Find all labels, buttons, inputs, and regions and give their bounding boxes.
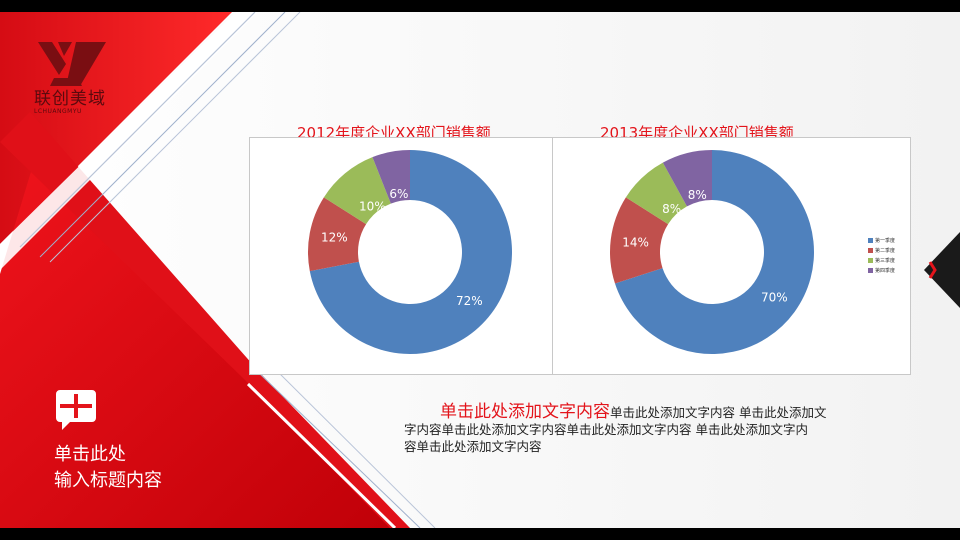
left-red-background	[0, 12, 436, 528]
donut-label-q3: 8%	[662, 202, 681, 216]
chevron-right-icon	[928, 261, 937, 279]
donut-label-q2: 12%	[321, 231, 348, 245]
logo-brand-en: LCHUANGMYU	[34, 108, 82, 115]
slide: 联创美域 LCHUANGMYU 2012年度企业XX部门销售额 2013年度企业…	[0, 12, 960, 528]
legend-item-q3: 第三季度	[868, 255, 895, 265]
chart-legend: 第一季度 第二季度 第三季度 第四季度	[868, 235, 895, 275]
chart-2012-donut: 72% 12% 10%6%	[308, 150, 512, 354]
legend-item-q2: 第二季度	[868, 245, 895, 255]
next-slide-button[interactable]	[916, 232, 960, 308]
side-title[interactable]: 单击此处 输入标题内容	[54, 442, 162, 494]
side-title-line2: 输入标题内容	[54, 470, 162, 491]
donut-label-q1: 70%	[761, 290, 788, 304]
legend-item-q4: 第四季度	[868, 265, 895, 275]
donut-label-q4: 6%	[389, 187, 408, 201]
body-line1: 单击此处添加文字内容 单击此处添加文	[610, 405, 827, 420]
body-highlight: 单击此处添加文字内容	[440, 402, 610, 422]
donut-label-q4: 8%	[688, 188, 707, 202]
donut-slice-q3	[625, 162, 687, 225]
donut-slice-q1	[309, 150, 512, 354]
donut-label-q3: 10%	[359, 200, 386, 214]
body-line3: 容单击此处添加文字内容	[404, 439, 542, 454]
donut-label-q1: 72%	[456, 294, 483, 308]
logo-mark-icon	[38, 42, 106, 86]
legend-item-q1: 第一季度	[868, 235, 895, 245]
donut-label-q2: 14%	[622, 235, 649, 249]
donut-slice-q1	[614, 150, 814, 354]
body-line2: 字内容单击此处添加文字内容单击此处添加文字内容 单击此处添加文字内	[404, 422, 808, 437]
donut-slice-q4	[662, 150, 712, 207]
side-title-line1: 单击此处	[54, 444, 126, 465]
donut-slice-q2	[610, 197, 669, 284]
chart-2013-donut: 70% 14% 8% 8%	[610, 150, 814, 354]
donut-slice-q3	[323, 157, 391, 225]
donut-slice-q4	[372, 150, 410, 204]
donut-slice-q2	[308, 197, 367, 272]
logo-brand-cn: 联创美域	[34, 89, 106, 109]
body-text-box[interactable]: 单击此处添加文字内容单击此处添加文字内容 单击此处添加文 字内容单击此处添加文字…	[404, 404, 904, 455]
chat-grid-icon	[56, 390, 96, 430]
